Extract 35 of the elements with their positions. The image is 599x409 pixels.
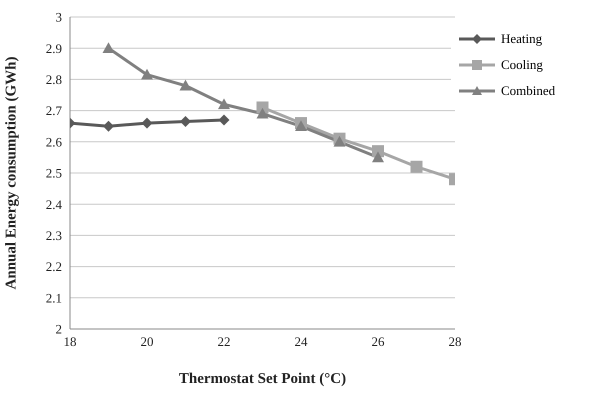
x-tick-label: 26 bbox=[372, 334, 385, 350]
x-tick-label: 22 bbox=[218, 334, 230, 350]
x-axis-title: Thermostat Set Point (°C) bbox=[178, 371, 346, 387]
y-tick-label: 2.9 bbox=[46, 40, 62, 56]
point bbox=[103, 120, 114, 132]
x-tick-label: 18 bbox=[64, 334, 76, 350]
point bbox=[141, 68, 153, 80]
y-tick-label: 2.8 bbox=[46, 72, 62, 88]
point bbox=[295, 120, 307, 131]
y-tick-label: 2.3 bbox=[46, 228, 62, 244]
legend-label: Combined bbox=[501, 83, 556, 99]
y-tick-label: 3 bbox=[56, 10, 62, 25]
point bbox=[372, 151, 384, 162]
y-tick-label: 2 bbox=[56, 322, 62, 337]
x-tick-label: 20 bbox=[140, 334, 154, 350]
point bbox=[180, 80, 192, 90]
y-axis-title: Annual Energy consumption (GWh) bbox=[3, 56, 20, 290]
point bbox=[334, 136, 346, 147]
point bbox=[218, 114, 230, 126]
y-tick-label: 2.4 bbox=[46, 196, 62, 212]
point bbox=[142, 118, 152, 129]
x-tick-label: 24 bbox=[294, 334, 308, 350]
y-tick-label: 2.5 bbox=[46, 166, 62, 181]
point bbox=[102, 42, 114, 53]
point bbox=[218, 98, 230, 110]
y-tick-label: 2.2 bbox=[46, 259, 62, 274]
legend-label: Heating bbox=[501, 31, 542, 47]
y-tick-label: 2.1 bbox=[46, 290, 62, 306]
point bbox=[256, 108, 268, 119]
y-tick-label: 2.6 bbox=[46, 134, 62, 150]
y-tick-label: 2.7 bbox=[46, 103, 62, 118]
x-tick-label: 28 bbox=[448, 334, 462, 350]
legend-label: Cooling bbox=[501, 57, 543, 73]
point bbox=[180, 116, 191, 128]
point bbox=[410, 160, 422, 173]
